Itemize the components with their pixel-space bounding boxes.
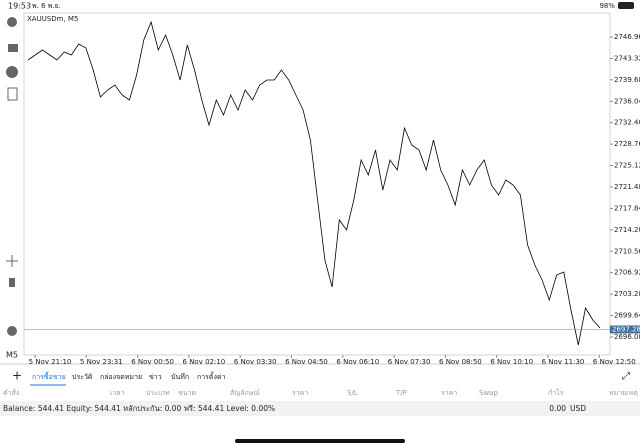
add-button[interactable]: + [12, 369, 22, 383]
x-tick-label: 5 Nov 21:10 [29, 358, 72, 366]
account-bar [0, 401, 640, 416]
home-indicator [235, 439, 405, 443]
table-header: S/L [347, 389, 358, 397]
y-tick-label: 2746.960 [614, 33, 640, 41]
x-tick-label: 6 Nov 03:30 [234, 358, 277, 366]
tab[interactable]: บันทึก [171, 372, 189, 381]
y-tick-label: 2714.200 [614, 226, 640, 234]
battery-level: 98% [599, 2, 615, 10]
y-tick-label: 2699.640 [614, 312, 640, 320]
x-tick-label: 6 Nov 12:50 [593, 358, 636, 366]
table-header: Swap [479, 389, 498, 397]
x-tick-label: 6 Nov 02:10 [183, 358, 226, 366]
y-tick-label: 2717.840 [614, 204, 640, 212]
battery-icon [618, 2, 634, 9]
y-tick-label: 2725.120 [614, 162, 640, 170]
table-header: คำสั่ง [3, 388, 19, 397]
table-header: ราคา [441, 389, 457, 397]
x-tick-label: 6 Nov 10:10 [490, 358, 533, 366]
timeframe[interactable]: M5 [6, 351, 18, 360]
x-tick-label: 6 Nov 00:50 [131, 358, 174, 366]
table-header: ขนาด [178, 389, 196, 397]
current-price-label: 2697.280 [612, 325, 640, 333]
account-summary: Balance: 544.41 Equity: 544.41 หลักประกั… [3, 404, 275, 413]
clock: 19:53 [8, 2, 31, 11]
chart-frame [23, 12, 611, 356]
tab[interactable]: การซื้อขาย [32, 370, 66, 381]
tab[interactable]: การตั้งค่า [197, 370, 226, 381]
tab[interactable]: ประวัติ [72, 373, 93, 381]
x-tick-label: 6 Nov 11:30 [542, 358, 585, 366]
current-price-box [610, 325, 640, 334]
table-header: ประเภท [146, 389, 170, 397]
y-tick-label: 2696.000 [614, 333, 640, 341]
y-tick-label: 2739.680 [614, 76, 640, 84]
x-tick-label: 5 Nov 23:31 [80, 358, 123, 366]
price-line [27, 20, 601, 346]
x-tick-label: 6 Nov 04:50 [285, 358, 328, 366]
table-header: เวลา [110, 389, 125, 397]
profit: 0.00 [549, 404, 566, 413]
table-header: ราคา [292, 389, 308, 397]
y-tick-label: 2732.400 [614, 119, 640, 127]
x-tick-label: 6 Nov 06:10 [336, 358, 379, 366]
y-tick-label: 2721.480 [614, 183, 640, 191]
tab[interactable]: กล่องจดหมาย [100, 373, 142, 381]
y-tick-label: 2706.920 [614, 269, 640, 277]
y-tick-label: 2736.040 [614, 97, 640, 105]
x-tick-label: 6 Nov 08:50 [439, 358, 482, 366]
y-tick-label: 2710.560 [614, 247, 640, 255]
x-tick-label: 6 Nov 07:30 [388, 358, 431, 366]
table-header: T/P [395, 389, 407, 397]
y-tick-label: 2743.320 [614, 54, 640, 62]
expand-button[interactable]: ⤢ [622, 371, 630, 382]
table-header: กำไร [548, 388, 564, 397]
table-header: หมายเหตุ [609, 389, 638, 397]
table-header: สัญลักษณ์ [230, 389, 260, 397]
date: พ. 6 พ.ย. [32, 2, 61, 10]
tab[interactable]: ข่าว [149, 373, 162, 381]
y-tick-label: 2703.280 [614, 290, 640, 298]
side-toolbar[interactable] [6, 17, 18, 336]
currency: USD [570, 404, 586, 413]
chart-symbol: XAUUSDm, M5 [27, 15, 78, 23]
y-tick-label: 2728.760 [614, 140, 640, 148]
